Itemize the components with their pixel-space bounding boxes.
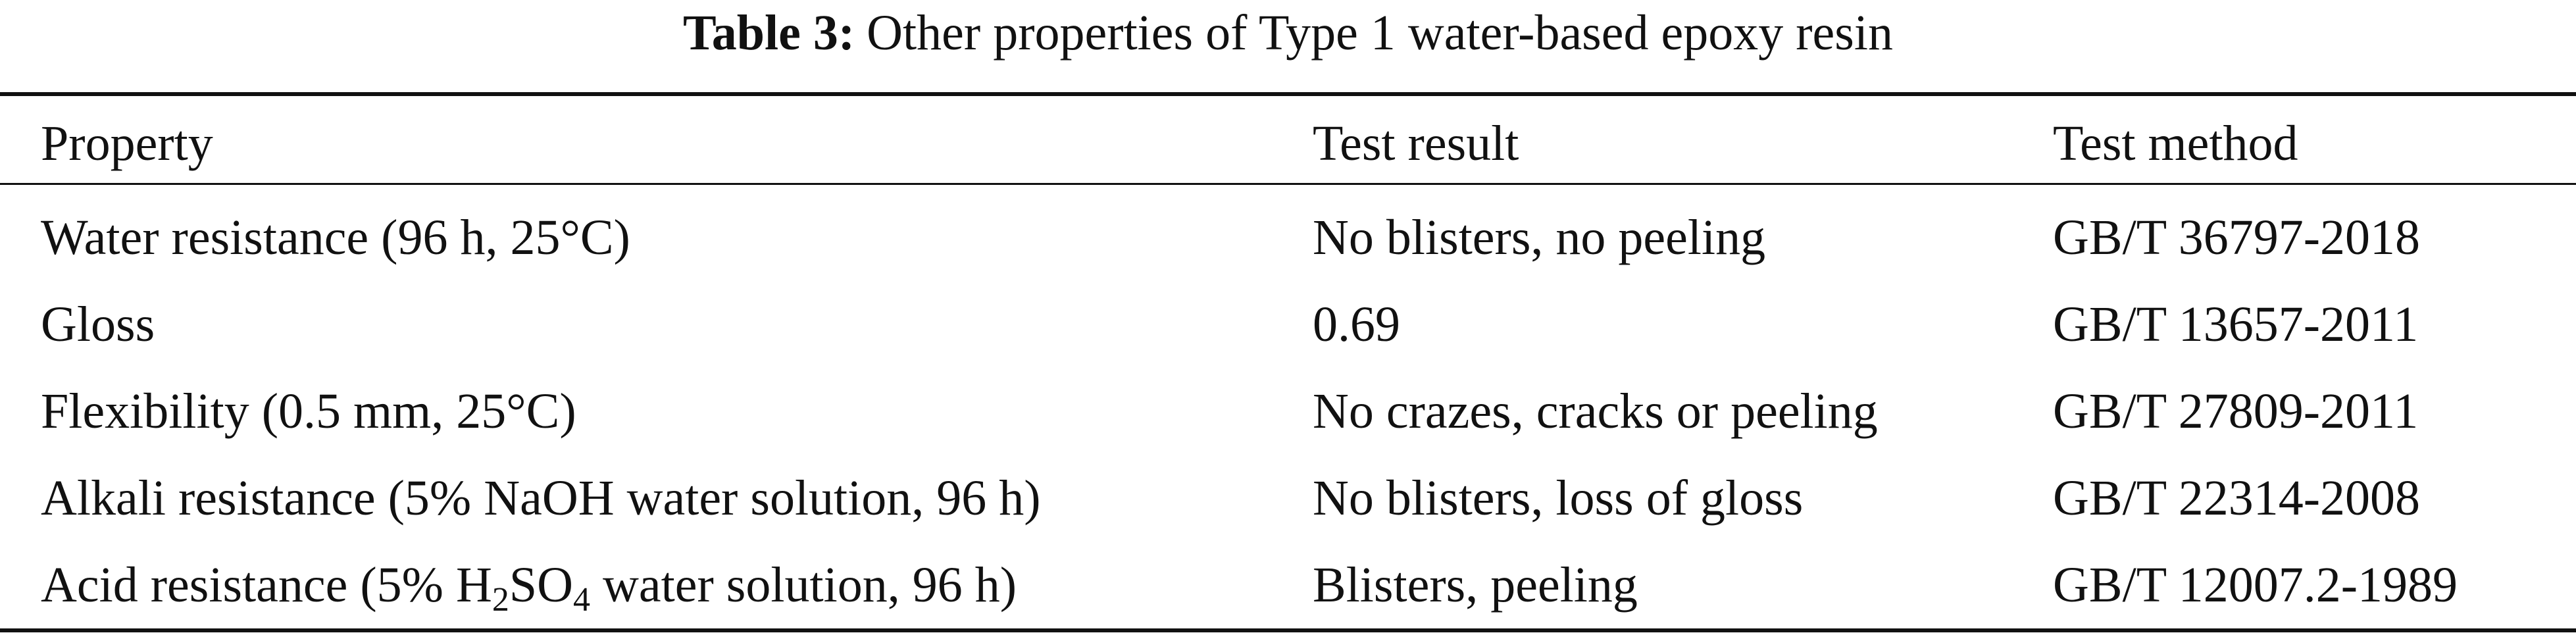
cell-test-method: GB/T 22314-2008: [2053, 470, 2421, 526]
table-caption-label: Table 3:: [683, 5, 855, 61]
cell-test-result: No crazes, cracks or peeling: [1313, 384, 1878, 439]
cell-test-result: Blisters, peeling: [1313, 557, 1638, 613]
property-text-before: Acid resistance (5% H: [41, 557, 492, 613]
subscript-2: 2: [492, 581, 509, 619]
cell-test-result: No blisters, loss of gloss: [1313, 470, 1804, 526]
table-row: Alkali resistance (5% NaOH water solutio…: [0, 455, 2576, 541]
table-bottom-rule: [0, 628, 2576, 632]
cell-test-method: GB/T 12007.2-1989: [2053, 557, 2458, 613]
cell-test-method: GB/T 36797-2018: [2053, 210, 2421, 265]
header-property: Property: [41, 116, 213, 171]
cell-property: Acid resistance (5% H2SO4 water solution…: [41, 542, 1017, 628]
table-header-rule: [0, 183, 2576, 185]
header-test-method: Test method: [2053, 116, 2298, 171]
cell-test-result: 0.69: [1313, 297, 1400, 352]
cell-property: Flexibility (0.5 mm, 25°C): [41, 384, 576, 439]
cell-property: Water resistance (96 h, 25°C): [41, 210, 630, 265]
cell-test-result: No blisters, no peeling: [1313, 210, 1766, 265]
property-text-mid: SO: [509, 557, 574, 613]
table-row: Acid resistance (5% H2SO4 water solution…: [0, 542, 2576, 628]
table-top-rule: [0, 92, 2576, 96]
table-row: Flexibility (0.5 mm, 25°C) No crazes, cr…: [0, 368, 2576, 454]
subscript-4: 4: [573, 581, 591, 619]
table-header-row: Property Test result Test method: [0, 104, 2576, 183]
property-text-after: water solution, 96 h): [590, 557, 1017, 613]
cell-test-method: GB/T 27809-2011: [2053, 384, 2419, 439]
table-row: Water resistance (96 h, 25°C) No blister…: [0, 195, 2576, 280]
table-caption: Table 3: Other properties of Type 1 water…: [0, 0, 2576, 78]
table-caption-text: Other properties of Type 1 water-based e…: [867, 5, 1893, 61]
table-row: Gloss 0.69 GB/T 13657-2011: [0, 282, 2576, 367]
header-test-result: Test result: [1313, 116, 1519, 171]
cell-property: Alkali resistance (5% NaOH water solutio…: [41, 470, 1041, 526]
cell-property: Gloss: [41, 297, 155, 352]
cell-test-method: GB/T 13657-2011: [2053, 297, 2419, 352]
